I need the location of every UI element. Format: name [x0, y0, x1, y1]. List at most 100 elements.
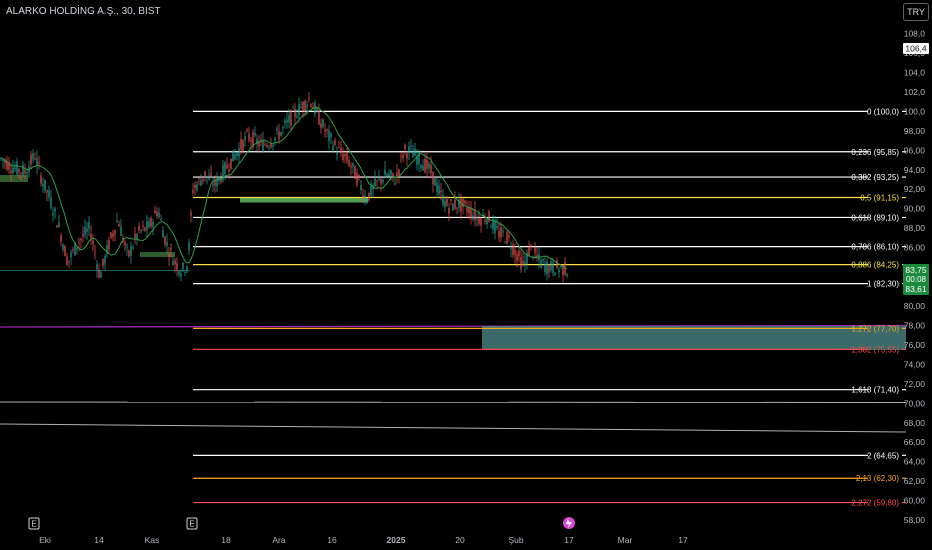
candle-body [182, 262, 184, 270]
candle-body [506, 231, 508, 244]
last-price-badge [903, 264, 929, 295]
fib-level-label: 0,236 (95,85) [851, 148, 899, 157]
candle-body [300, 106, 302, 108]
candle-body [54, 208, 56, 212]
candle-body [86, 228, 88, 232]
candle-body [344, 153, 346, 157]
time-tick-label: 20 [455, 535, 465, 545]
candle-body [6, 160, 8, 170]
candle-body [448, 207, 450, 215]
candle-body [540, 260, 542, 268]
candle-body [168, 254, 170, 257]
symbol-title[interactable]: ALARKO HOLDİNG A.Ş., 30, BIST [6, 6, 161, 17]
price-tick-label: 64,00 [904, 457, 926, 467]
price-tick-label: 62,00 [904, 476, 926, 486]
target-zone [482, 326, 906, 350]
candle-body [518, 250, 520, 257]
candle-body [152, 221, 154, 227]
candle-body [148, 221, 150, 228]
candle-body [466, 208, 468, 212]
candle-body [530, 244, 532, 246]
candle-body [268, 147, 270, 149]
candle-body [128, 250, 130, 257]
candle-body [72, 249, 74, 251]
candle-body [408, 146, 410, 152]
fib-level-label: 1,382 (75,55) [851, 345, 899, 354]
candle-body [258, 142, 260, 147]
candle-body [254, 133, 256, 136]
fibonacci-retracement[interactable]: 0 (100,0) 0,236 (95,85) 0,382 (93,25) 0,5 (… [193, 107, 906, 508]
candle-body [52, 213, 54, 216]
candle-body [50, 197, 52, 208]
time-axis[interactable]: Eki 14 Kas 18 Ara 16 2025 20 Şub 17 Mar 17 [39, 535, 688, 545]
candle-body [208, 175, 210, 180]
candle-body [18, 168, 20, 173]
candle-body [364, 195, 366, 201]
zone-rectangles [0, 175, 906, 350]
fib-level-label: 0 (100,0) [867, 107, 899, 116]
candle-body [430, 164, 432, 174]
candle-body [328, 130, 330, 141]
candle-body [336, 152, 338, 155]
candle-body [354, 166, 356, 179]
candle-body [342, 154, 344, 161]
candle-body [184, 272, 186, 274]
candle-body [312, 106, 314, 109]
candle-body [16, 161, 18, 175]
candle-body [304, 100, 306, 112]
moving-average-line [0, 106, 568, 270]
candle-body [92, 240, 94, 245]
candle-body [392, 172, 394, 177]
price-tick-label: 108,0 [904, 29, 926, 39]
candle-body [434, 177, 436, 186]
price-tick-label: 98,00 [904, 126, 926, 136]
candle-body [206, 175, 208, 178]
candle-body [260, 139, 262, 141]
candle-body [48, 190, 50, 198]
candle-body [146, 221, 148, 230]
candle-body [224, 162, 226, 174]
candle-body [334, 140, 336, 145]
candle-body [112, 233, 114, 237]
candle-body [316, 108, 318, 112]
candle-body [10, 170, 12, 173]
candle-body [134, 233, 136, 239]
green-zone-bar [240, 197, 368, 203]
price-tick-label: 102,0 [904, 87, 926, 97]
candle-body [522, 260, 524, 265]
candle-body [242, 140, 244, 151]
candle-body [380, 179, 382, 184]
candle-body [410, 145, 412, 147]
candle-body [240, 139, 242, 150]
candle-body [456, 207, 458, 209]
candle-body [332, 145, 334, 151]
candle-body [14, 167, 16, 170]
earnings-label: E [189, 520, 194, 529]
candle-body [262, 140, 264, 153]
candle-body [162, 230, 164, 238]
candle-body [46, 190, 48, 193]
candle-body [20, 172, 22, 174]
candle-body [468, 207, 470, 214]
candle-body [388, 173, 390, 177]
candle-body [8, 161, 10, 170]
candle-body [188, 242, 190, 251]
candle-body [356, 173, 358, 185]
price-tick-label: 68,00 [904, 418, 926, 428]
candle-body [416, 155, 418, 165]
candle-body [114, 229, 116, 235]
candle-body [278, 131, 280, 140]
price-tick-label: 74,00 [904, 359, 926, 369]
candle-body [204, 171, 206, 178]
currency-button[interactable]: TRY [903, 3, 929, 21]
candle-body [174, 260, 176, 265]
candle-body [158, 212, 160, 217]
candle-body [94, 252, 96, 254]
candle-body [166, 242, 168, 246]
candle-body [90, 233, 92, 240]
candle-body [326, 129, 328, 131]
candle-body [420, 165, 422, 168]
